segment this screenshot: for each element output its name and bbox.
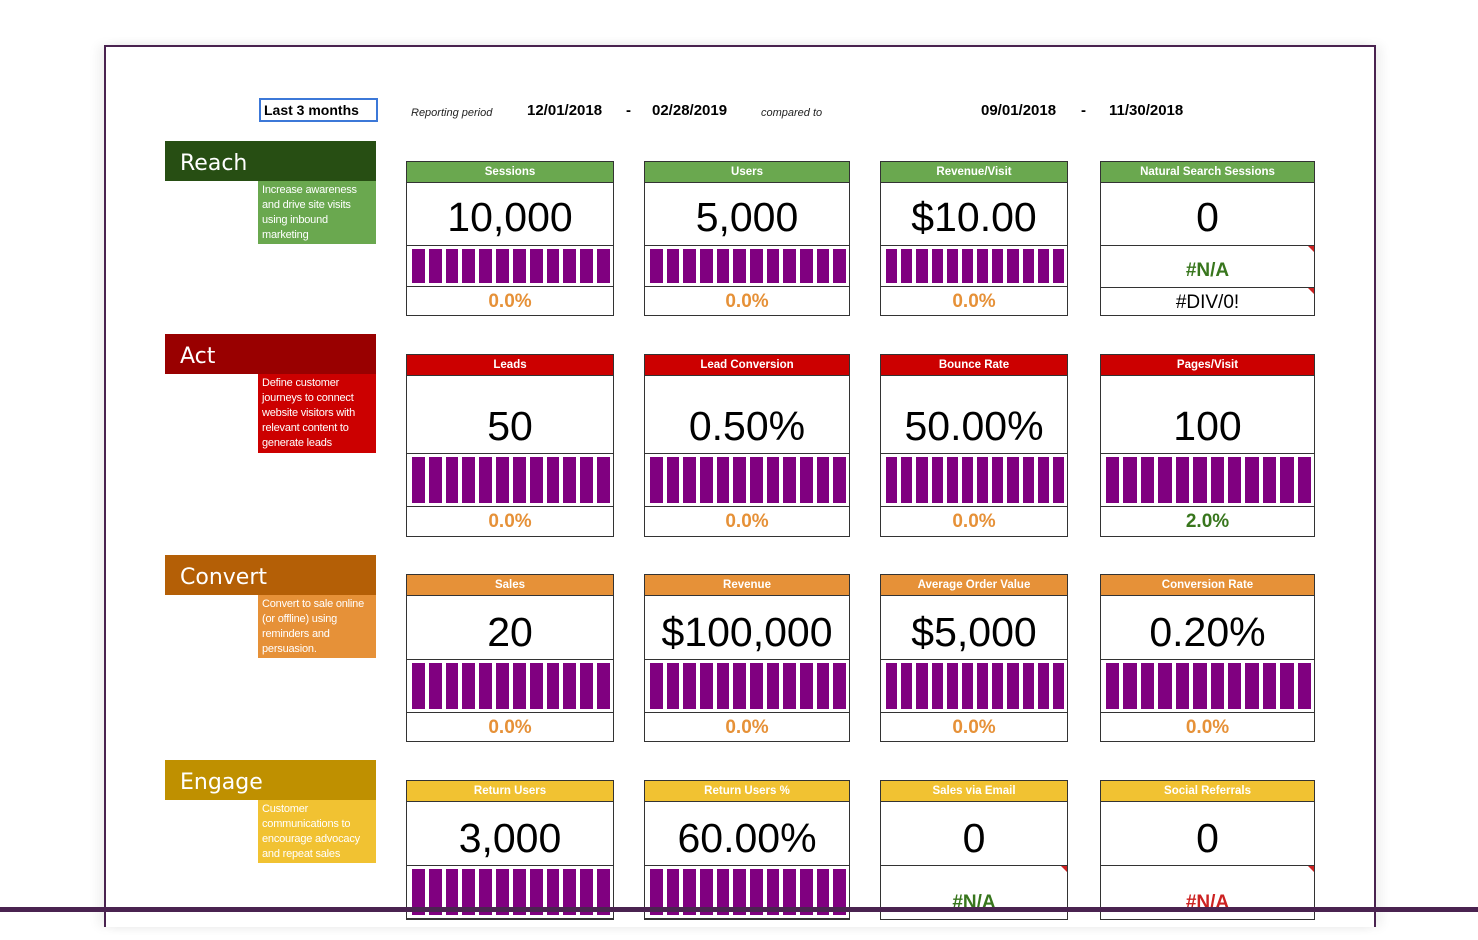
- stage-title-reach: Reach: [165, 141, 376, 181]
- sparkline-chart: [407, 454, 613, 507]
- sparkline-error-cell: #N/A: [1101, 246, 1314, 288]
- stage-description-act: Define customer journeys to connect webs…: [258, 374, 376, 453]
- sparkline-chart: [645, 246, 849, 287]
- compare-date-dash: -: [1081, 102, 1086, 119]
- comment-indicator-icon[interactable]: [1061, 866, 1067, 872]
- kpi-value: 0: [881, 802, 1067, 866]
- stage-description-engage: Customer communications to encourage adv…: [258, 800, 376, 863]
- kpi-value: $5,000: [881, 596, 1067, 660]
- stage-title-act: Act: [165, 334, 376, 374]
- kpi-card-leads: Leads 50 0.0%: [406, 354, 614, 537]
- kpi-card-sessions: Sessions 10,000 0.0%: [406, 161, 614, 316]
- sparkline-chart: [407, 246, 613, 287]
- kpi-value: 10,000: [407, 183, 613, 246]
- kpi-change: 0.0%: [488, 291, 532, 312]
- sparkline-chart: [645, 454, 849, 507]
- kpi-value: 0: [1101, 183, 1314, 246]
- kpi-change: 0.0%: [488, 511, 532, 532]
- kpi-change: 0.0%: [725, 717, 769, 738]
- kpi-card-average-order-value: Average Order Value $5,000 0.0%: [880, 574, 1068, 742]
- compare-start-date[interactable]: 09/01/2018: [981, 102, 1057, 119]
- stage-description-convert: Convert to sale online (or offline) usin…: [258, 595, 376, 658]
- kpi-value: 20: [407, 596, 613, 660]
- sparkline-chart: [881, 246, 1067, 287]
- kpi-value: 5,000: [645, 183, 849, 246]
- kpi-label: Leads: [407, 355, 613, 376]
- kpi-label: Average Order Value: [881, 575, 1067, 596]
- kpi-label: Sales: [407, 575, 613, 596]
- sparkline-chart: [407, 866, 613, 919]
- kpi-change: 0.0%: [952, 511, 996, 532]
- reporting-period-label: Reporting period: [411, 107, 493, 119]
- kpi-value: 0: [1101, 802, 1314, 866]
- kpi-card-pages-per-visit: Pages/Visit 100 2.0%: [1100, 354, 1315, 537]
- kpi-label: Pages/Visit: [1101, 355, 1314, 376]
- comment-indicator-icon[interactable]: [1308, 866, 1314, 872]
- kpi-card-sales-via-email: Sales via Email 0 #N/A: [880, 780, 1068, 920]
- compare-end-date[interactable]: 11/30/2018: [1109, 102, 1184, 119]
- kpi-value: 0.50%: [645, 376, 849, 454]
- kpi-card-revenue-per-visit: Revenue/Visit $10.00 0.0%: [880, 161, 1068, 316]
- kpi-value: 50.00%: [881, 376, 1067, 454]
- kpi-label: Lead Conversion: [645, 355, 849, 376]
- kpi-change: 0.0%: [488, 717, 532, 738]
- stage-title-engage: Engage: [165, 760, 376, 800]
- sparkline-chart: [645, 660, 849, 713]
- start-date[interactable]: 12/01/2018: [527, 102, 603, 119]
- kpi-label: Return Users: [407, 781, 613, 802]
- kpi-label: Social Referrals: [1101, 781, 1314, 802]
- kpi-card-bounce-rate: Bounce Rate 50.00% 0.0%: [880, 354, 1068, 537]
- kpi-card-lead-conversion: Lead Conversion 0.50% 0.0%: [644, 354, 850, 537]
- sparkline-chart: [1101, 454, 1314, 507]
- kpi-label: Natural Search Sessions: [1101, 162, 1314, 183]
- kpi-value: 60.00%: [645, 802, 849, 866]
- kpi-card-natural-search-sessions: Natural Search Sessions 0 #N/A #DIV/0!: [1100, 161, 1315, 316]
- kpi-change: 0.0%: [952, 291, 996, 312]
- stage-title-convert: Convert: [165, 555, 376, 595]
- kpi-card-return-users-percent: Return Users % 60.00%: [644, 780, 850, 920]
- end-date[interactable]: 02/28/2019: [652, 102, 728, 119]
- div0-text: #DIV/0!: [1175, 292, 1240, 313]
- kpi-change: 0.0%: [725, 291, 769, 312]
- kpi-value: 50: [407, 376, 613, 454]
- stage-description-reach: Increase awareness and drive site visits…: [258, 181, 376, 244]
- kpi-label: Revenue/Visit: [881, 162, 1067, 183]
- kpi-value: $100,000: [645, 596, 849, 660]
- kpi-label: Conversion Rate: [1101, 575, 1314, 596]
- na-text: #N/A: [1185, 260, 1230, 281]
- kpi-label: Bounce Rate: [881, 355, 1067, 376]
- kpi-card-return-users: Return Users 3,000: [406, 780, 614, 920]
- kpi-change: 0.0%: [1185, 717, 1230, 738]
- kpi-card-revenue: Revenue $100,000 0.0%: [644, 574, 850, 742]
- sparkline-chart: [881, 454, 1067, 507]
- sparkline-chart: [407, 660, 613, 713]
- compared-to-label: compared to: [761, 107, 823, 119]
- kpi-value: 0.20%: [1101, 596, 1314, 660]
- period-select[interactable]: Last 3 months: [259, 98, 378, 122]
- kpi-value: 100: [1101, 376, 1314, 454]
- comment-indicator-icon[interactable]: [1308, 288, 1314, 294]
- kpi-label: Sessions: [407, 162, 613, 183]
- kpi-label: Sales via Email: [881, 781, 1067, 802]
- kpi-label: Revenue: [645, 575, 849, 596]
- comment-indicator-icon[interactable]: [1308, 246, 1314, 252]
- kpi-card-users: Users 5,000 0.0%: [644, 161, 850, 316]
- kpi-value: 3,000: [407, 802, 613, 866]
- kpi-change: 0.0%: [952, 717, 996, 738]
- kpi-card-conversion-rate: Conversion Rate 0.20% 0.0%: [1100, 574, 1315, 742]
- kpi-change: 0.0%: [725, 511, 769, 532]
- sparkline-chart: [881, 660, 1067, 713]
- kpi-label: Return Users %: [645, 781, 849, 802]
- kpi-change: #DIV/0!: [1101, 288, 1314, 317]
- kpi-card-sales: Sales 20 0.0%: [406, 574, 614, 742]
- sparkline-chart: [1101, 660, 1314, 713]
- window-bottom-bar: [0, 907, 1478, 912]
- kpi-change: 2.0%: [1185, 511, 1230, 532]
- kpi-label: Users: [645, 162, 849, 183]
- date-dash: -: [626, 102, 631, 119]
- kpi-value: $10.00: [881, 183, 1067, 246]
- kpi-card-social-referrals: Social Referrals 0 #N/A: [1100, 780, 1315, 920]
